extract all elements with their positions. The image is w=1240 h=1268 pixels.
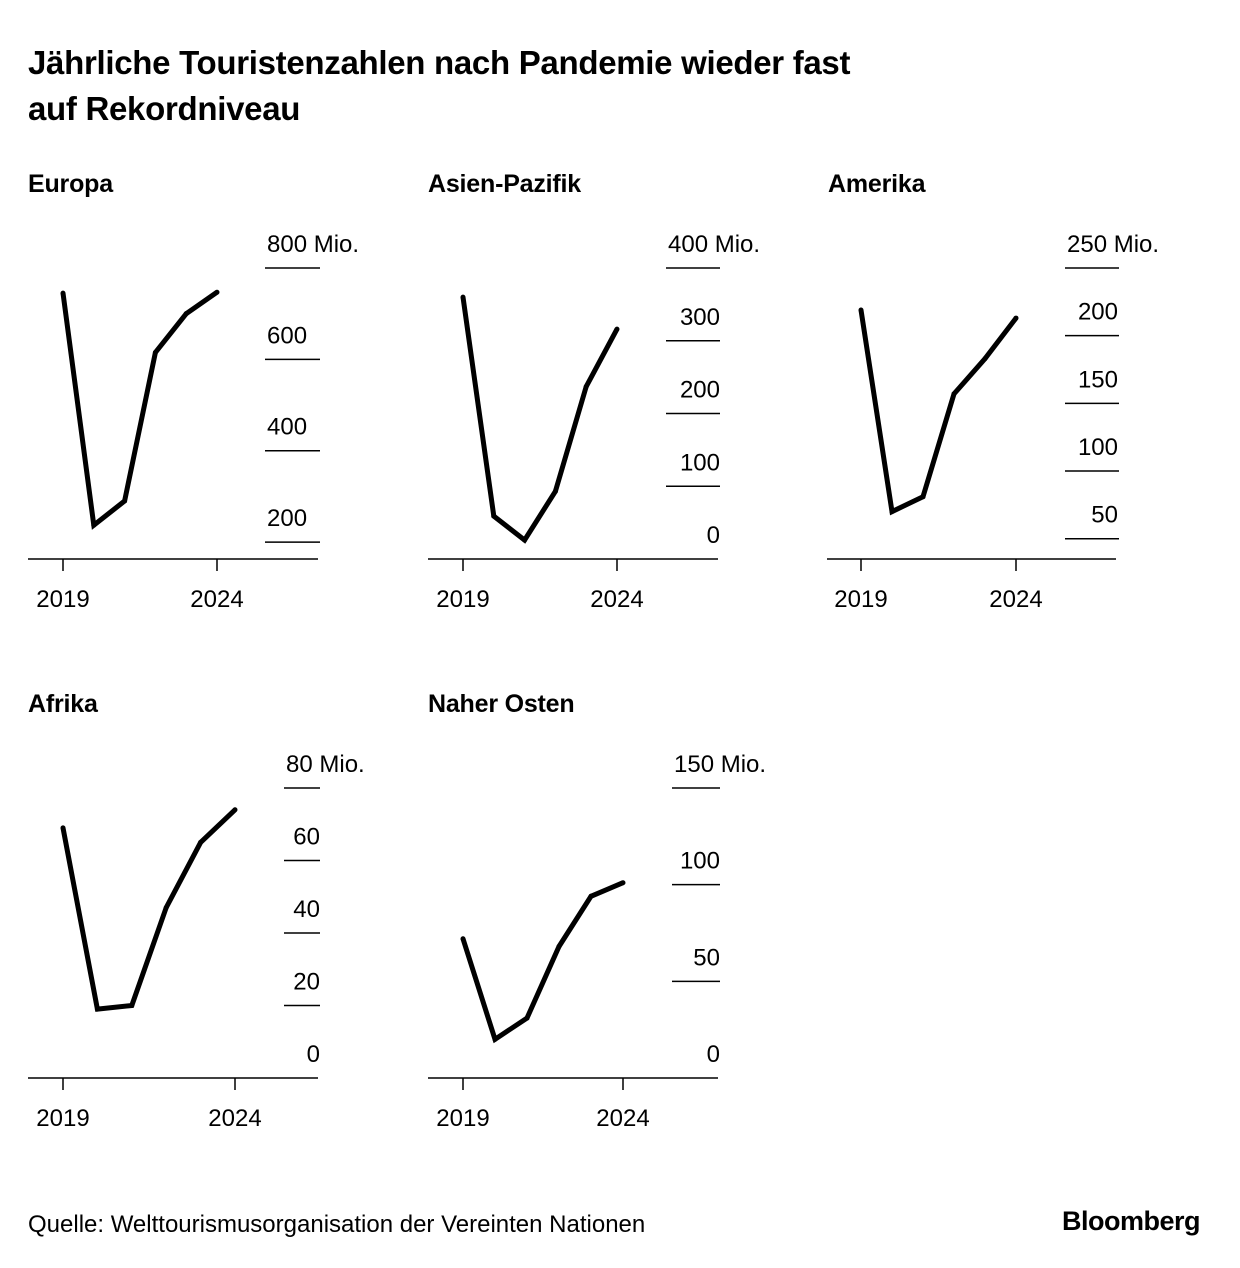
source-note: Quelle: Welttourismusorganisation der Ve…	[28, 1211, 646, 1238]
naher-osten-x-tick-label: 2019	[436, 1105, 489, 1132]
europa-data-point	[152, 350, 158, 356]
chart-title-line-1: Jährliche Touristenzahlen nach Pandemie …	[28, 44, 851, 81]
europa-y-tick-label: 400	[267, 414, 307, 441]
asien-pazifik-data-point	[614, 326, 620, 332]
europa-data-point	[91, 522, 97, 528]
amerika-x-tick-label: 2019	[834, 586, 887, 613]
amerika-data-point	[951, 391, 957, 397]
amerika-series-line	[858, 309, 1018, 516]
naher-osten-data-point	[620, 880, 626, 886]
afrika-data-point	[163, 905, 169, 911]
asien-pazifik-data-point	[583, 384, 589, 390]
europa-data-point	[122, 498, 128, 504]
naher-osten-y-tick-label: 100	[680, 848, 720, 875]
europa-y-tick-label: 600	[267, 322, 307, 349]
naher-osten-y-tick-label: 150 Mio.	[674, 751, 766, 778]
naher-osten-data-point	[460, 936, 466, 942]
europa-series-line	[60, 290, 219, 530]
amerika-data-point	[889, 509, 895, 515]
afrika-y-tick-label: 20	[293, 969, 320, 996]
naher-osten-data-point	[556, 944, 562, 950]
amerika-data-point	[920, 494, 926, 500]
amerika-data-point	[858, 307, 864, 313]
panel-title-naher-osten: Naher Osten	[428, 690, 575, 718]
europa-data-point	[214, 289, 220, 295]
naher-osten-data-point	[492, 1036, 498, 1042]
chart-title-line-2: auf Rekordniveau	[28, 90, 301, 127]
afrika-data-point	[232, 807, 238, 813]
afrika-y-tick-label: 60	[293, 824, 320, 851]
asien-pazifik-y-tick-label: 200	[680, 377, 720, 404]
panel-title-asien-pazifik: Asien-Pazifik	[428, 170, 582, 198]
asien-pazifik-data-point	[552, 488, 558, 494]
naher-osten-x-tick-label: 2024	[596, 1105, 649, 1132]
afrika-data-point	[129, 1003, 135, 1008]
naher-osten-y-tick-label: 50	[693, 944, 720, 971]
afrika-y-tick-label: 80 Mio.	[286, 751, 365, 778]
asien-pazifik-y-tick-label: 300	[680, 304, 720, 331]
afrika-x-tick-label: 2024	[208, 1105, 261, 1132]
europa-y-tick-label: 200	[267, 505, 307, 532]
asien-pazifik-series-line	[460, 296, 620, 544]
asien-pazifik-data-point	[522, 537, 528, 543]
asien-pazifik-x-tick-label: 2019	[436, 586, 489, 613]
europa-x-tick-label: 2024	[190, 586, 243, 613]
afrika-data-point	[94, 1006, 100, 1012]
amerika-x-tick-label: 2024	[989, 586, 1042, 613]
europa-x-tick-label: 2019	[36, 586, 89, 613]
europa-y-tick-label: 800 Mio.	[267, 231, 359, 258]
asien-pazifik-y-tick-label: 0	[707, 522, 720, 549]
panel-title-afrika: Afrika	[28, 690, 98, 718]
amerika-data-point	[982, 356, 988, 362]
amerika-y-tick-label: 200	[1078, 299, 1118, 326]
afrika-data-point	[198, 839, 204, 845]
naher-osten-data-point	[524, 1015, 530, 1021]
amerika-y-tick-label: 250 Mio.	[1067, 231, 1159, 258]
asien-pazifik-y-tick-label: 400 Mio.	[668, 231, 760, 258]
naher-osten-series-line	[460, 880, 624, 1044]
panel-title-amerika: Amerika	[828, 170, 926, 198]
bloomberg-logo: Bloomberg	[1061, 1206, 1201, 1236]
naher-osten-data-point	[588, 893, 594, 899]
europa-data-point	[60, 290, 66, 296]
naher-osten-y-tick-label: 0	[707, 1041, 720, 1068]
afrika-series-line	[60, 807, 237, 1012]
amerika-y-tick-label: 50	[1091, 502, 1118, 529]
chart-title: Jährliche Touristenzahlen nach Pandemie …	[28, 40, 1028, 132]
asien-pazifik-x-tick-label: 2024	[590, 586, 643, 613]
afrika-y-tick-label: 0	[307, 1041, 320, 1068]
asien-pazifik-data-point	[460, 294, 466, 300]
amerika-y-tick-label: 150	[1078, 366, 1118, 393]
asien-pazifik-data-point	[491, 513, 497, 519]
asien-pazifik-y-tick-label: 100	[680, 449, 720, 476]
amerika-data-point	[1013, 315, 1019, 321]
amerika-y-tick-label: 100	[1078, 434, 1118, 461]
europa-data-point	[183, 311, 189, 317]
afrika-data-point	[60, 825, 66, 831]
afrika-y-tick-label: 40	[293, 896, 320, 923]
afrika-x-tick-label: 2019	[36, 1105, 89, 1132]
panel-title-europa: Europa	[28, 170, 113, 198]
